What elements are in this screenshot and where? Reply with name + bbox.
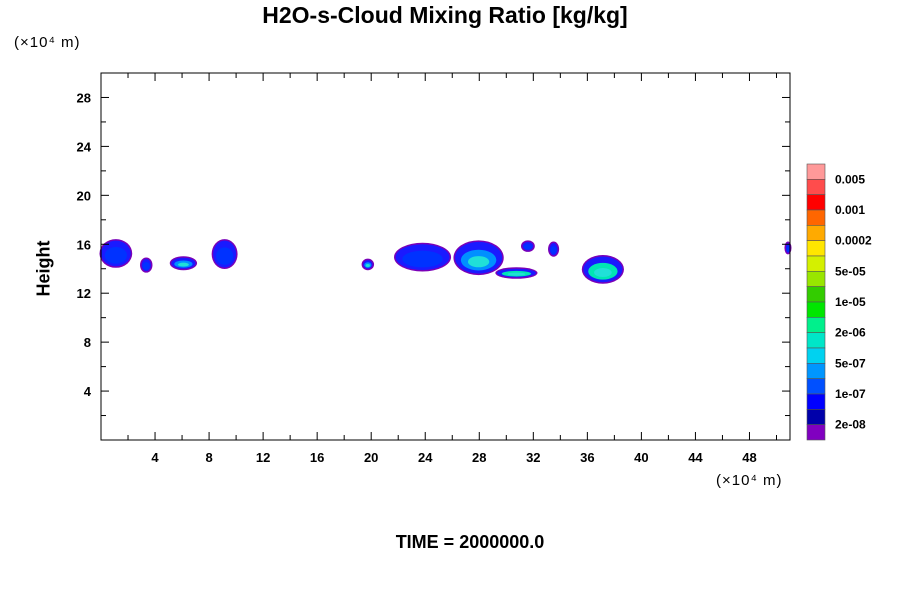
x-tick-label: 24 xyxy=(418,450,433,465)
cloud-core-inner xyxy=(467,256,490,268)
y-tick-label: 12 xyxy=(77,286,91,301)
colorbar: 0.005 0.001 0.0002 5e-05 1e-05 2e-06 5e-07 1e-0… xyxy=(806,163,872,441)
cloud-feature xyxy=(99,239,133,268)
cloud-layer xyxy=(99,239,792,284)
x-tick-label: 16 xyxy=(310,450,324,465)
colorbar-swatch xyxy=(806,317,826,333)
cloud-core-inner xyxy=(177,262,189,267)
cloud-feature xyxy=(140,257,153,273)
x-tick-label: 40 xyxy=(634,450,648,465)
colorbar-swatch xyxy=(806,240,826,257)
colorbar-label: 0.001 xyxy=(835,203,865,217)
colorbar-swatch xyxy=(806,286,826,303)
x-axis-unit: (×10⁴ m) xyxy=(716,472,783,489)
cloud-core xyxy=(104,247,128,264)
colorbar-swatch xyxy=(806,179,826,195)
colorbar-label: 2e-06 xyxy=(835,326,866,340)
y-axis-unit: (×10⁴ m) xyxy=(14,34,81,51)
cloud-feature xyxy=(581,255,624,284)
cloud-feature xyxy=(211,239,238,270)
colorbar-swatch xyxy=(806,332,826,349)
y-tick-label: 28 xyxy=(77,90,91,105)
colorbar-swatch xyxy=(806,271,826,287)
colorbar-label: 5e-05 xyxy=(835,264,866,278)
cloud-core-inner xyxy=(365,264,370,268)
cloud-core xyxy=(523,243,532,250)
cloud-core xyxy=(402,250,443,268)
x-tick-label: 8 xyxy=(205,450,212,465)
colorbar-swatch xyxy=(806,301,826,318)
x-axis: 4 8 12 16 20 24 28 32 36 40 44 48 xyxy=(127,73,777,465)
x-tick-label: 36 xyxy=(580,450,594,465)
colorbar-label: 1e-07 xyxy=(835,387,866,401)
cloud-feature xyxy=(548,241,560,257)
colorbar-label: 0.0002 xyxy=(835,234,872,248)
x-tick-label: 28 xyxy=(472,450,486,465)
cloud-core xyxy=(216,247,234,265)
y-tick-label: 8 xyxy=(84,335,91,350)
x-tick-label: 48 xyxy=(742,450,756,465)
colorbar-swatch xyxy=(806,409,826,425)
x-tick-label: 44 xyxy=(688,450,703,465)
cloud-feature xyxy=(521,240,535,252)
cloud-feature xyxy=(169,256,198,271)
colorbar-swatch xyxy=(806,393,826,410)
colorbar-swatch xyxy=(806,163,826,180)
colorbar-swatch xyxy=(806,194,826,211)
cloud-core xyxy=(786,245,790,252)
cloud-feature xyxy=(394,242,452,272)
chart-title: H2O-s-Cloud Mixing Ratio [kg/kg] xyxy=(262,2,628,28)
x-tick-label: 20 xyxy=(364,450,378,465)
colorbar-label: 0.005 xyxy=(835,172,865,186)
colorbar-label: 2e-08 xyxy=(835,418,866,432)
cloud-core xyxy=(550,246,557,255)
colorbar-swatch xyxy=(806,209,826,226)
cloud-core-inner xyxy=(507,272,526,276)
colorbar-swatch xyxy=(806,347,826,364)
cloud-core-inner xyxy=(594,268,612,278)
y-tick-label: 16 xyxy=(77,237,91,252)
x-tick-label: 12 xyxy=(256,450,270,465)
colorbar-label: 5e-07 xyxy=(835,356,866,370)
y-tick-label: 4 xyxy=(84,384,92,399)
colorbar-swatch xyxy=(806,225,826,241)
time-label: TIME = 2000000.0 xyxy=(395,532,545,552)
cloud-feature xyxy=(453,240,504,276)
cloud-core xyxy=(142,262,150,270)
colorbar-swatch xyxy=(806,424,826,441)
y-axis: 4 8 12 16 20 24 28 xyxy=(77,90,790,417)
plot-frame xyxy=(100,72,791,441)
cloud-feature xyxy=(495,267,538,279)
colorbar-swatch xyxy=(806,363,826,379)
colorbar-label: 1e-05 xyxy=(835,295,866,309)
y-tick-label: 24 xyxy=(77,139,92,154)
cloud-feature xyxy=(361,258,375,271)
colorbar-swatch xyxy=(806,378,826,395)
y-tick-label: 20 xyxy=(77,188,91,203)
x-tick-label: 4 xyxy=(151,450,159,465)
colorbar-swatch xyxy=(806,255,826,272)
x-tick-label: 32 xyxy=(526,450,540,465)
